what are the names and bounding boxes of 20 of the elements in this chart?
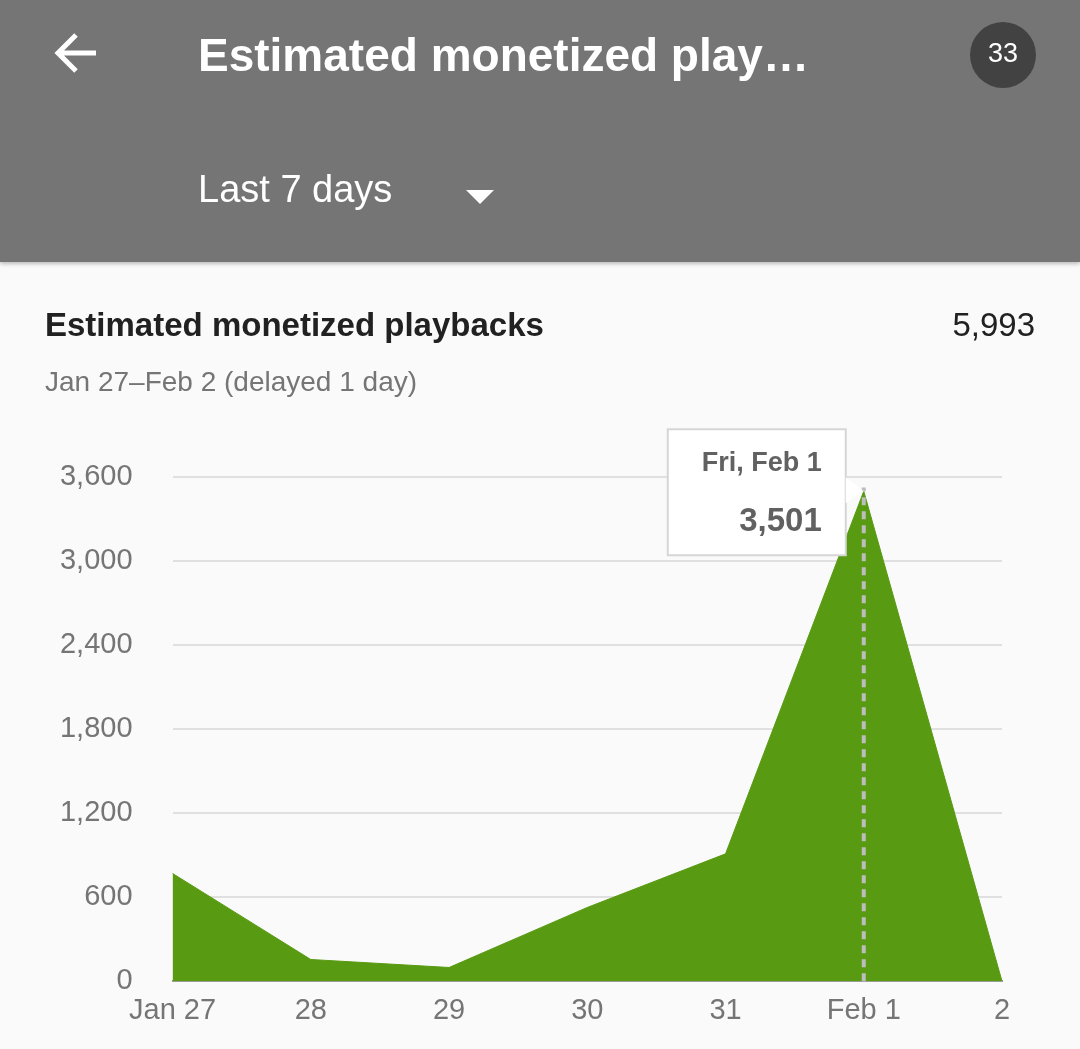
- y-tick-label: 600: [84, 879, 133, 912]
- x-tick-label: 29: [432, 992, 466, 1025]
- y-tick-label: 2,400: [59, 627, 133, 660]
- x-tick-label: 30: [571, 992, 604, 1025]
- y-tick-label: 3,000: [59, 543, 133, 576]
- x-tick-label: Feb 1: [826, 992, 901, 1025]
- chart-title: Estimated monetized playbacks: [45, 306, 544, 344]
- annotation: Fri, Feb 1: [701, 447, 822, 478]
- x-tick-label: 31: [709, 992, 742, 1025]
- y-tick-label: 3,600: [59, 459, 133, 492]
- y-tick-label: 1,800: [59, 711, 133, 744]
- chart-subtitle: Jan 27–Feb 2 (delayed 1 day): [45, 366, 418, 398]
- x-tick-label: 28: [294, 992, 327, 1025]
- y-tick-label: 1,200: [59, 795, 133, 828]
- x-tick-label: 2: [993, 992, 1011, 1025]
- text: 5,993: [952, 306, 1035, 344]
- text: Last 7 days: [198, 168, 393, 211]
- annotation: 3,501: [739, 501, 822, 539]
- text: Estimated monetized play…: [198, 28, 809, 82]
- text: 33: [986, 38, 1019, 69]
